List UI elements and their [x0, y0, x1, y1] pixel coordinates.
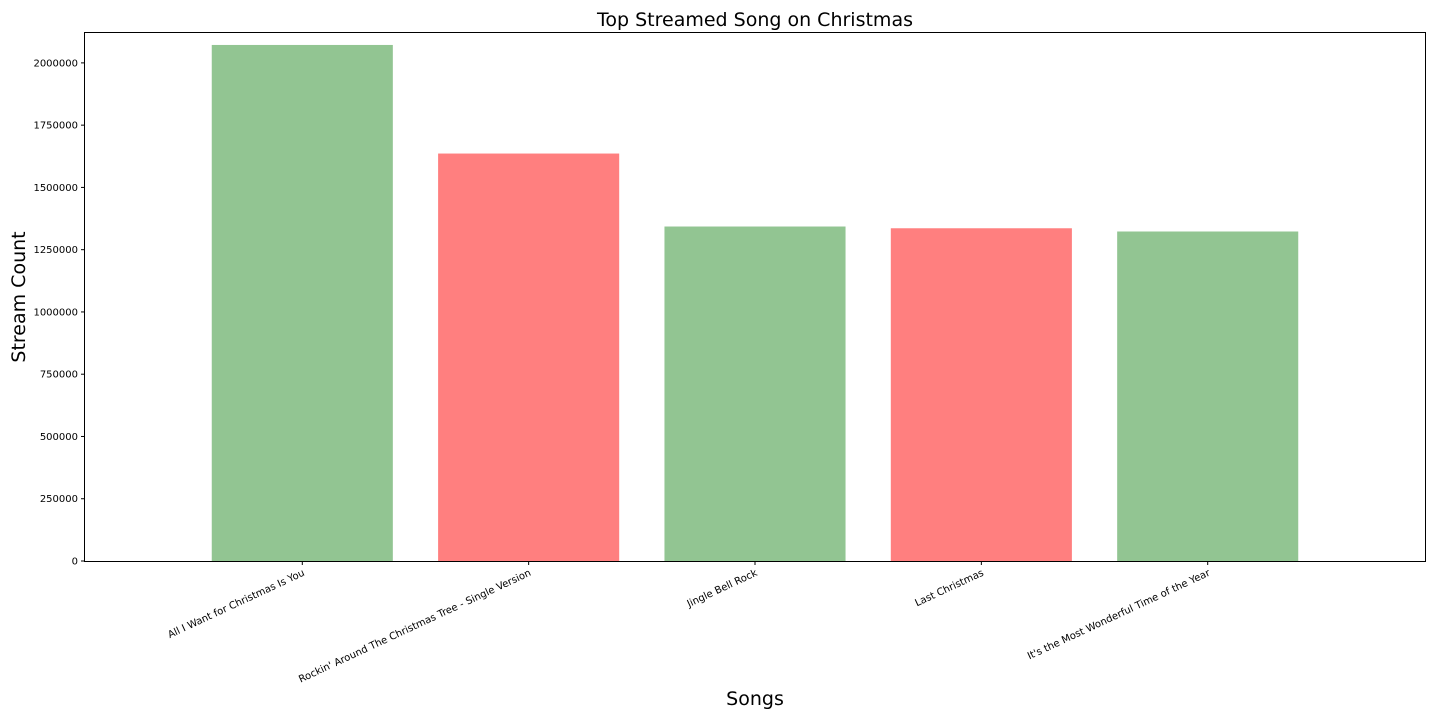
plot-frame [84, 32, 1426, 562]
y-axis-label: Stream Count [8, 231, 30, 362]
bar-1 [438, 153, 620, 561]
bar-4 [1117, 231, 1299, 561]
y-tick-label: 1250000 [33, 245, 78, 256]
x-tick-label: Last Christmas [914, 568, 986, 609]
x-tick-label: All I Want for Christmas Is You [166, 568, 306, 641]
x-tick-label: Rockin' Around The Christmas Tree - Sing… [297, 568, 533, 686]
y-tick-label: 1500000 [33, 183, 78, 194]
y-tick-label: 750000 [40, 370, 78, 381]
y-tick-label: 500000 [40, 432, 78, 443]
bar-3 [890, 228, 1072, 561]
y-axis: 0 250000 500000 750000 1000000 1250000 1500000… [33, 58, 85, 568]
y-tick-label: 0 [72, 557, 78, 568]
bar-0 [211, 44, 393, 562]
x-tick-label: Jingle Bell Rock [685, 568, 760, 611]
x-tick-label: It's the Most Wonderful Time of the Year [1026, 567, 1213, 662]
bar-2 [664, 226, 846, 562]
y-tick-label: 250000 [40, 494, 78, 505]
bars-group [211, 44, 1299, 562]
y-tick-label: 1000000 [33, 307, 78, 318]
x-axis-label: Songs [726, 688, 784, 710]
y-tick-label: 1750000 [33, 121, 78, 132]
y-tick-label: 2000000 [33, 58, 78, 69]
chart-title: Top Streamed Song on Christmas [596, 9, 913, 31]
